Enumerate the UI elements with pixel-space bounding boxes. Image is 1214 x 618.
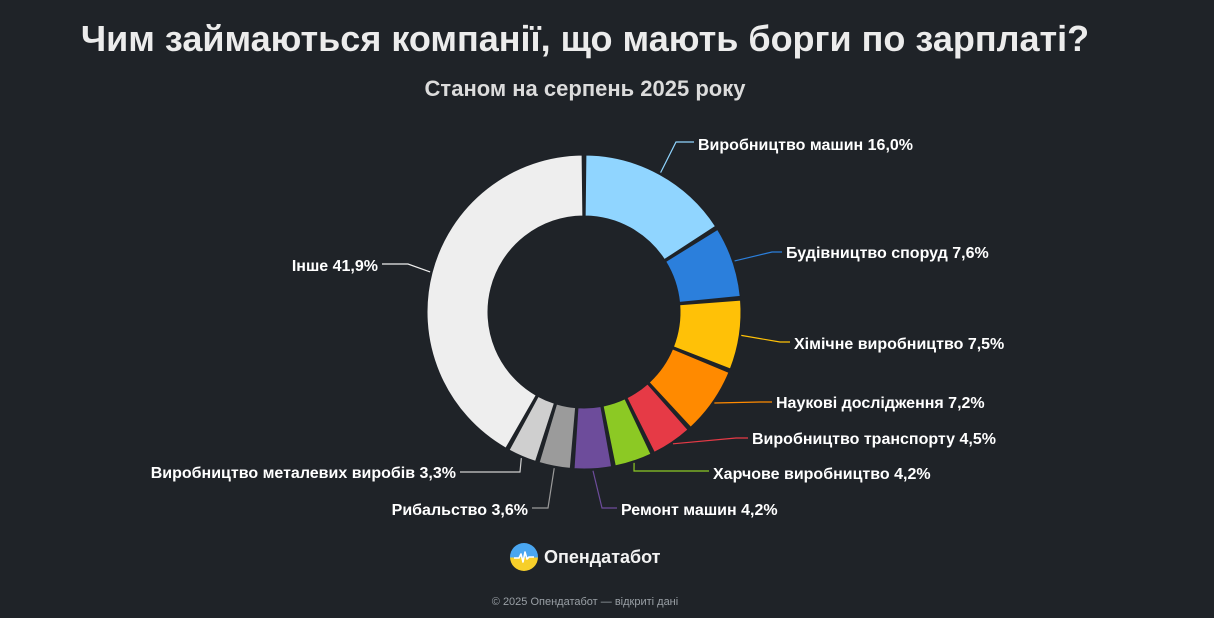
leader-line-10	[382, 263, 431, 273]
slices-layer	[426, 154, 742, 470]
chart-subtitle: Станом на серпень 2025 року	[424, 76, 746, 101]
slice-label-4: Наукові дослідження 7,2%	[776, 395, 985, 412]
leader-line-9	[460, 458, 522, 473]
slice-10	[426, 154, 584, 449]
chart-title: Чим займаються компанії, що мають борги …	[80, 18, 1090, 59]
leader-line-4	[714, 401, 772, 404]
leader-line-5	[672, 437, 748, 445]
slice-2	[665, 228, 741, 303]
brand-name: Опендатабот	[544, 546, 661, 567]
slice-8	[538, 403, 577, 469]
slice-label-3: Хімічне виробництво 7,5%	[794, 336, 1004, 353]
slice-label-6: Харчове виробництво 4,2%	[713, 466, 931, 483]
slice-1	[584, 154, 717, 261]
footer-copyright: © 2025 Опендатабот — відкриті дані	[491, 596, 679, 608]
slice-label-8: Рибальство 3,6%	[392, 502, 528, 519]
slice-label-2: Будівництво споруд 7,6%	[786, 245, 989, 262]
slice-label-10: Інше 41,9%	[292, 258, 378, 275]
slice-5	[626, 383, 689, 453]
slice-label-1: Виробництво машин 16,0%	[698, 137, 913, 154]
slice-7	[573, 406, 613, 470]
leaders-layer	[382, 141, 790, 509]
leader-line-7	[592, 470, 617, 509]
slice-6	[602, 398, 652, 467]
slice-4	[648, 348, 730, 428]
leader-line-3	[741, 334, 790, 343]
labels-layer: Виробництво машин 16,0% Будівництво спору…	[151, 137, 1005, 519]
slice-label-7: Ремонт машин 4,2%	[621, 502, 778, 519]
slice-label-5: Виробництво транспорту 4,5%	[752, 431, 996, 448]
leader-line-8	[532, 468, 555, 509]
leader-line-2	[734, 251, 782, 262]
slice-label-9: Виробництво металевих виробів 3,3%	[151, 465, 456, 482]
leader-line-6	[633, 462, 709, 472]
leader-line-1	[660, 141, 694, 173]
brand: Опендатабот	[510, 543, 661, 571]
slice-9	[508, 395, 555, 462]
slice-3	[672, 299, 742, 370]
opendatabot-logo-icon	[510, 543, 538, 571]
